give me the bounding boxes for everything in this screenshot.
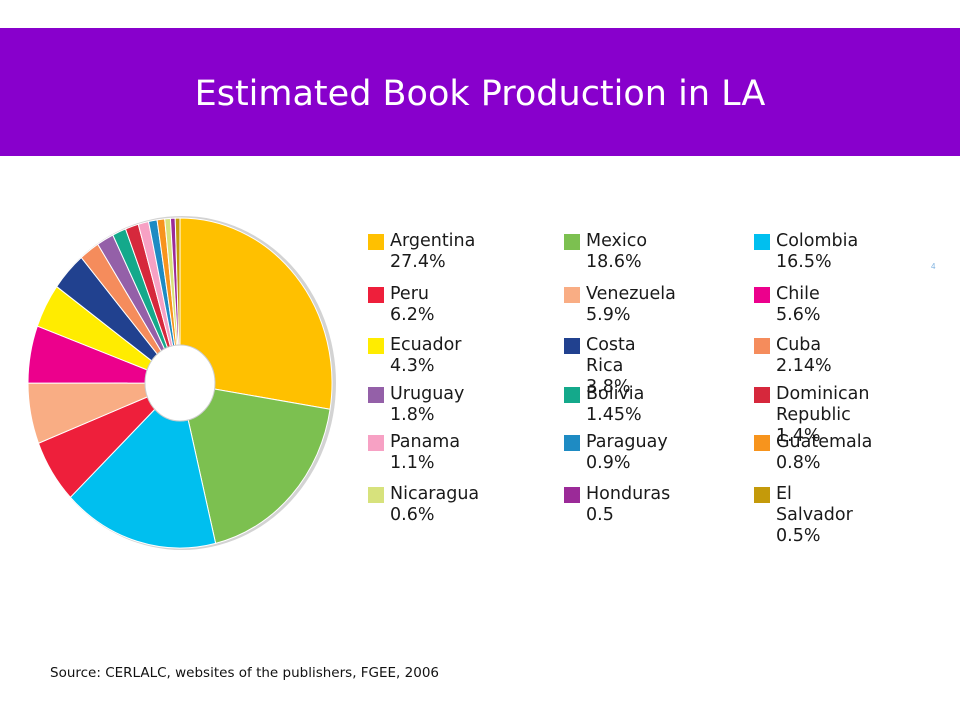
legend-swatch <box>754 234 770 250</box>
legend-swatch <box>564 435 580 451</box>
legend-swatch <box>368 435 384 451</box>
legend-swatch <box>368 338 384 354</box>
legend-swatch <box>564 287 580 303</box>
legend-label: Honduras 0.5 <box>586 484 671 525</box>
legend-label: Mexico 18.6% <box>586 231 648 272</box>
donut-hole <box>144 344 216 422</box>
legend-label: Ecuador 4.3% <box>390 335 462 376</box>
pie-slice-argentina <box>179 217 333 410</box>
legend-swatch <box>368 234 384 250</box>
legend-label: El Salvador 0.5% <box>776 484 853 546</box>
legend-label: Bolivia 1.45% <box>586 384 645 425</box>
pie-slice-el-salvador <box>174 217 181 384</box>
legend-swatch <box>754 387 770 403</box>
pie-chart <box>27 216 336 550</box>
legend-swatch <box>564 387 580 403</box>
legend-swatch <box>754 338 770 354</box>
legend-swatch <box>368 387 384 403</box>
legend-swatch <box>564 338 580 354</box>
source-note: Source: CERLALC, websites of the publish… <box>50 665 439 681</box>
legend-swatch <box>368 487 384 503</box>
legend-label: Panama 1.1% <box>390 432 461 473</box>
legend-label: Dominican Republic 1.4% <box>776 384 870 446</box>
pie-slice-mexico <box>179 382 331 545</box>
legend-swatch <box>368 287 384 303</box>
legend-label: Nicaragua 0.6% <box>390 484 480 525</box>
legend-label: Venezuela 5.9% <box>586 284 676 325</box>
legend-label: Cuba 2.14% <box>776 335 832 376</box>
legend-swatch <box>564 234 580 250</box>
legend-label: Guatemala 0.8% <box>776 432 873 473</box>
pie-slice-colombia <box>69 381 217 549</box>
stray-mark: 4 <box>931 262 936 271</box>
legend-label: Colombia 16.5% <box>776 231 859 272</box>
legend-label: Peru 6.2% <box>390 284 435 325</box>
legend-label: Uruguay 1.8% <box>390 384 465 425</box>
legend-swatch <box>754 435 770 451</box>
page-title: Estimated Book Production in LA <box>194 74 766 114</box>
title-banner: Estimated Book Production in LA <box>0 28 960 156</box>
legend-swatch <box>564 487 580 503</box>
legend-swatch <box>754 287 770 303</box>
legend-label: Costa Rica 3.8% <box>586 335 636 397</box>
legend-label: Paraguay 0.9% <box>586 432 668 473</box>
legend-swatch <box>754 487 770 503</box>
legend-label: Chile 5.6% <box>776 284 821 325</box>
legend-label: Argentina 27.4% <box>390 231 476 272</box>
